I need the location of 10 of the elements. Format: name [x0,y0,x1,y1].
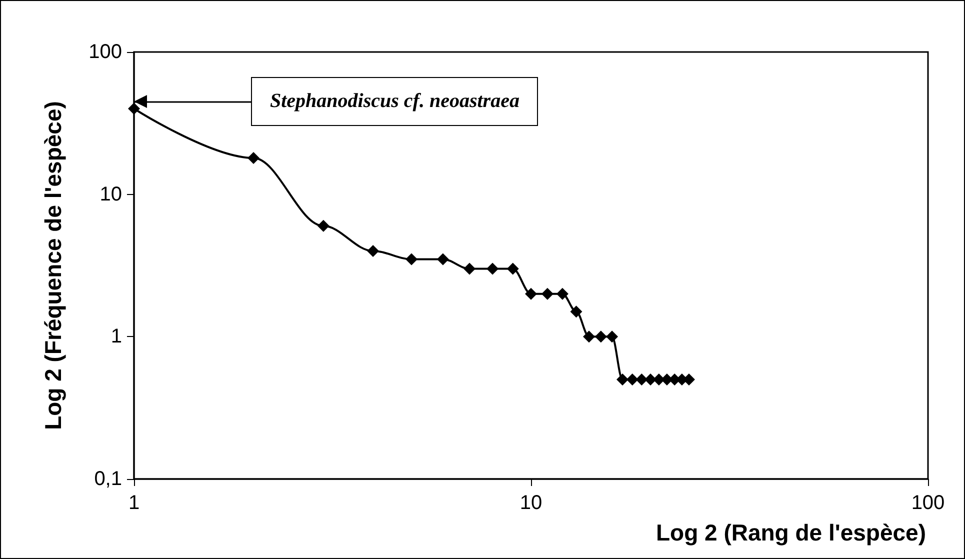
y-tick-label: 1 [110,326,122,348]
callout-box: Stephanodiscus cf. neoastraea [251,76,538,126]
y-axis-title: Log 2 (Fréquence de l'espèce) [40,101,66,430]
y-tick-label: 100 [88,41,122,63]
x-tick-label: 1 [128,492,140,514]
x-tick-label: 100 [911,492,945,514]
x-axis-title: Log 2 (Rang de l'espèce) [656,520,926,546]
x-tick-label: 10 [520,492,542,514]
y-tick-label: 10 [100,183,122,206]
y-tick-label: 0,1 [94,468,122,490]
